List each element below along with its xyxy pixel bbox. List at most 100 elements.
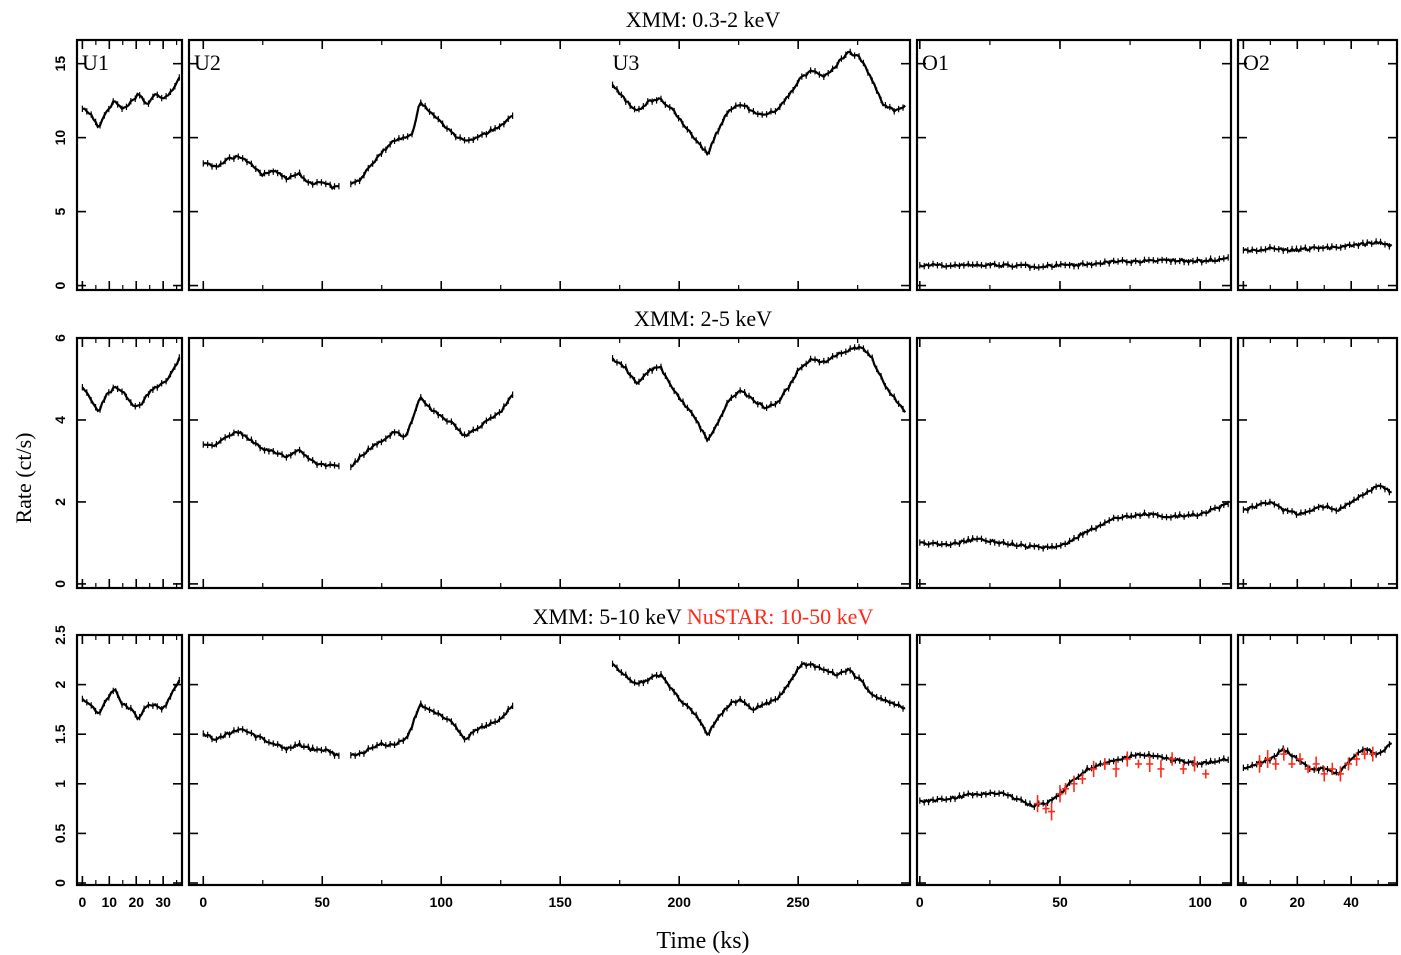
panel-label-o1: O1 [922, 50, 949, 75]
panel-r2-c3: 0 20 40 [1236, 633, 1399, 910]
series-line [611, 50, 906, 157]
row-title-2: XMM: 5-10 keV NuSTAR: 10-50 keV [533, 604, 874, 629]
panel-frame [915, 336, 1233, 590]
title-part: XMM: 0.3-2 keV [626, 7, 781, 32]
series-xmm-o1-r1 [919, 500, 1229, 552]
series-xmm-u2a-r1 [202, 429, 340, 470]
series-xmm-u2b-r1 [350, 391, 514, 471]
series-line [202, 728, 340, 758]
y-tick-label: 6 [52, 334, 68, 342]
series-nustar-o2-r2 [1256, 746, 1377, 782]
x-tick-label: 100 [430, 894, 454, 910]
panel-frame [75, 336, 184, 590]
row-titles: XMM: 0.3-2 keV XMM: 2-5 keV XMM: 5-10 keV … [533, 7, 874, 629]
x-tick-label: 40 [1343, 894, 1359, 910]
series-xmm-o2-r0 [1242, 238, 1393, 255]
series-line [1242, 240, 1393, 253]
series-line [81, 679, 181, 721]
panel-frame [187, 38, 912, 292]
y-tick-label: 2.5 [52, 625, 68, 645]
x-tick-label: 100 [1188, 894, 1212, 910]
x-tick-label: 0 [199, 894, 207, 910]
panel-r1-c0: 0 2 4 6 [52, 334, 184, 590]
x-tick-label: 0 [1239, 894, 1247, 910]
panel-label-u1: U1 [82, 50, 109, 75]
y-tick-label: 15 [52, 56, 68, 72]
series-xmm-u1-r1 [81, 354, 181, 413]
series-line [1243, 484, 1392, 516]
panel-r1-c2 [915, 336, 1233, 590]
panel-frame [915, 633, 1233, 887]
panel-frame [75, 38, 184, 292]
y-tick-label: 2 [52, 681, 68, 689]
x-tick-label: 200 [668, 894, 692, 910]
series-line [611, 345, 907, 443]
title-part: XMM: 2-5 keV [634, 306, 772, 331]
panel-r1-c3 [1236, 336, 1399, 590]
x-tick-label: 50 [314, 894, 330, 910]
x-tick-label: 0 [78, 894, 86, 910]
series-xmm-u3-r0 [611, 48, 906, 157]
series-xmm-u1-r2 [81, 676, 181, 721]
y-tick-label: 0 [52, 281, 68, 289]
row-title-0: XMM: 0.3-2 keV [626, 7, 781, 32]
panel-frame [187, 633, 912, 887]
x-tick-label: 150 [549, 894, 573, 910]
series-xmm-o2-r2 [1242, 741, 1393, 776]
series-line [350, 393, 514, 468]
panel-label-u3: U3 [613, 50, 640, 75]
y-tick-label: 0 [52, 879, 68, 887]
series-xmm-u2b-r2 [350, 700, 514, 759]
panel-r0-c3 [1236, 38, 1399, 292]
panel-frame [187, 336, 912, 590]
series-line [350, 100, 514, 185]
x-tick-label: 20 [1289, 894, 1305, 910]
x-axis-label: Time (ks) [656, 928, 749, 954]
y-axis-label: Rate (ct/s) [11, 432, 36, 523]
panel-r0-c1 [187, 38, 912, 292]
y-tick-label: 5 [52, 207, 68, 215]
title-part: XMM: 5-10 keV [533, 604, 682, 629]
series-line [350, 701, 514, 757]
series-xmm-o1-r0 [919, 254, 1229, 271]
x-tick-label: 0 [916, 894, 924, 910]
series-xmm-u2a-r0 [202, 153, 340, 191]
x-tick-label: 50 [1052, 894, 1068, 910]
series-line [203, 154, 339, 191]
panel-frame [1236, 38, 1399, 292]
series-xmm-u3-r1 [611, 343, 907, 443]
panel-r0-c2 [915, 38, 1233, 292]
series-line [919, 502, 1229, 550]
panel-r2-c2: 0 50 100 [915, 633, 1233, 910]
x-tick-label: 10 [102, 894, 118, 910]
y-tick-label: 0.5 [52, 823, 68, 843]
x-tick-label: 250 [786, 894, 810, 910]
series-xmm-u2a-r2 [202, 726, 340, 759]
title-part-secondary: NuSTAR: 10-50 keV [681, 604, 873, 629]
row-title-1: XMM: 2-5 keV [634, 306, 772, 331]
panel-label-o2: O2 [1243, 50, 1270, 75]
y-tick-label: 4 [52, 416, 68, 424]
panel-frame [1236, 336, 1399, 590]
series-line [611, 661, 906, 737]
panel-label-u2: U2 [194, 50, 221, 75]
panel-r2-c0: 0 10 20 30 0 0.5 1 1.5 2 2.5 [52, 625, 184, 910]
panel-r0-c0: 0 5 10 15 [52, 38, 184, 292]
series-nustar-o1-r2 [1034, 751, 1210, 821]
panel-r2-c1: 0 50 100 150 200 250 [187, 633, 912, 910]
series-line [82, 76, 181, 129]
y-tick-label: 2 [52, 498, 68, 506]
panel-frame [75, 633, 184, 887]
panel-frame [1236, 633, 1399, 887]
series-xmm-o2-r1 [1242, 482, 1392, 518]
y-tick-label: 1 [52, 780, 68, 788]
panel-frame [915, 38, 1233, 292]
series-xmm-u2b-r0 [350, 99, 514, 188]
x-tick-label: 20 [128, 894, 144, 910]
y-tick-label: 10 [52, 130, 68, 146]
series-xmm-u3-r2 [611, 660, 906, 737]
series-xmm-u1-r0 [81, 74, 181, 129]
y-tick-label: 1.5 [52, 724, 68, 744]
